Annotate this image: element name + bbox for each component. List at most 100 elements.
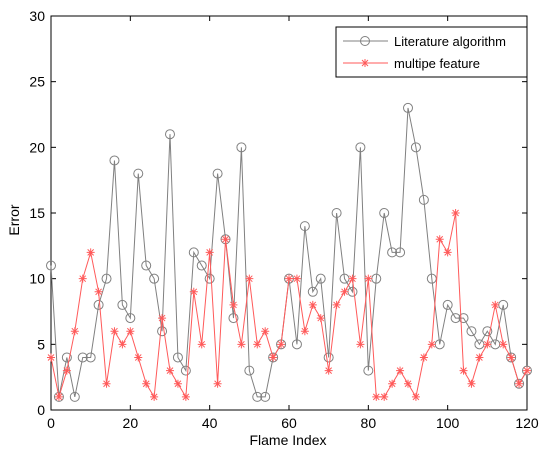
data-point bbox=[515, 379, 524, 388]
legend-label-literature: Literature algorithm bbox=[394, 34, 506, 49]
data-point bbox=[363, 365, 374, 376]
data-point bbox=[268, 352, 279, 363]
data-point bbox=[355, 142, 366, 153]
plot-area bbox=[50, 15, 528, 411]
data-point bbox=[166, 366, 174, 375]
legend-box bbox=[335, 26, 528, 78]
data-point bbox=[404, 379, 412, 388]
data-point bbox=[340, 287, 349, 296]
legend-marker-shape bbox=[361, 59, 369, 67]
data-point bbox=[229, 300, 238, 309]
data-point bbox=[237, 340, 246, 349]
series-1 bbox=[47, 209, 531, 401]
data-point bbox=[372, 392, 381, 401]
data-point bbox=[315, 273, 326, 284]
data-point bbox=[149, 273, 160, 284]
data-point bbox=[253, 340, 262, 349]
data-point bbox=[47, 353, 55, 362]
data-point bbox=[451, 209, 460, 217]
data-point bbox=[252, 391, 263, 402]
data-point bbox=[61, 352, 72, 363]
data-point bbox=[459, 366, 468, 375]
data-point bbox=[450, 313, 461, 324]
series-layer bbox=[46, 102, 532, 402]
data-point bbox=[86, 248, 95, 257]
data-point bbox=[85, 352, 96, 363]
data-point bbox=[269, 353, 278, 362]
data-point bbox=[125, 313, 136, 324]
data-point bbox=[380, 392, 389, 401]
data-point bbox=[324, 366, 333, 375]
x-tick-label: 100 bbox=[436, 415, 460, 431]
data-point bbox=[379, 208, 390, 218]
data-point bbox=[213, 379, 222, 388]
data-point bbox=[475, 353, 484, 362]
x-tick-label: 40 bbox=[202, 415, 218, 431]
data-point bbox=[467, 379, 476, 388]
data-point bbox=[228, 313, 239, 324]
data-point bbox=[403, 102, 413, 113]
y-tick-label: 20 bbox=[29, 139, 45, 155]
x-tick-label: 120 bbox=[515, 415, 539, 431]
data-point bbox=[53, 391, 64, 402]
y-tick-label: 30 bbox=[29, 8, 45, 24]
data-point bbox=[78, 274, 87, 283]
data-point bbox=[514, 378, 525, 389]
data-point bbox=[133, 168, 144, 179]
data-point bbox=[388, 379, 397, 388]
data-point bbox=[364, 274, 373, 283]
data-point bbox=[173, 379, 182, 388]
data-point bbox=[69, 391, 80, 402]
data-point bbox=[117, 299, 128, 310]
data-point bbox=[62, 366, 71, 375]
data-point bbox=[134, 353, 143, 362]
data-point bbox=[499, 340, 508, 349]
data-point bbox=[308, 300, 317, 309]
data-point bbox=[93, 299, 104, 310]
data-point bbox=[244, 365, 255, 376]
data-point bbox=[236, 142, 247, 153]
data-point bbox=[180, 365, 191, 376]
y-tick-label: 0 bbox=[37, 402, 45, 418]
legend-marker-literature bbox=[360, 36, 370, 46]
y-tick-label: 25 bbox=[29, 74, 45, 90]
data-point bbox=[181, 392, 190, 401]
data-point bbox=[101, 273, 112, 284]
data-point bbox=[331, 208, 342, 218]
data-point bbox=[466, 326, 477, 337]
data-point bbox=[292, 274, 301, 283]
data-point bbox=[458, 313, 469, 324]
data-point bbox=[443, 248, 452, 257]
data-point bbox=[291, 339, 302, 350]
x-tick-label: 20 bbox=[123, 415, 139, 431]
x-axis: 0 20 40 60 80 100 120 bbox=[47, 16, 539, 431]
data-point bbox=[157, 326, 168, 337]
legend-marker-multipe-feature bbox=[361, 59, 369, 67]
data-point bbox=[506, 352, 517, 363]
data-point bbox=[102, 379, 111, 388]
data-point bbox=[141, 260, 152, 271]
data-point bbox=[196, 260, 207, 271]
data-point bbox=[410, 142, 421, 153]
data-point bbox=[348, 274, 357, 283]
data-point bbox=[522, 365, 532, 376]
data-point bbox=[276, 339, 287, 350]
data-point bbox=[356, 340, 365, 349]
legend-label-multipe-feature: multipe feature bbox=[394, 56, 480, 71]
data-point bbox=[332, 300, 341, 309]
legend: Literature algorithm multipe feature bbox=[335, 26, 528, 78]
data-point bbox=[261, 327, 270, 336]
data-point bbox=[418, 194, 429, 205]
data-point bbox=[323, 352, 334, 363]
data-point bbox=[212, 168, 223, 179]
data-point bbox=[188, 247, 199, 258]
y-tick-label: 15 bbox=[29, 205, 45, 221]
x-tick-label: 60 bbox=[281, 415, 297, 431]
x-axis-title: Flame Index bbox=[249, 432, 326, 448]
data-point bbox=[307, 286, 318, 297]
data-point bbox=[189, 287, 198, 296]
data-point bbox=[204, 273, 215, 284]
data-point bbox=[109, 155, 120, 166]
data-point bbox=[245, 274, 254, 283]
